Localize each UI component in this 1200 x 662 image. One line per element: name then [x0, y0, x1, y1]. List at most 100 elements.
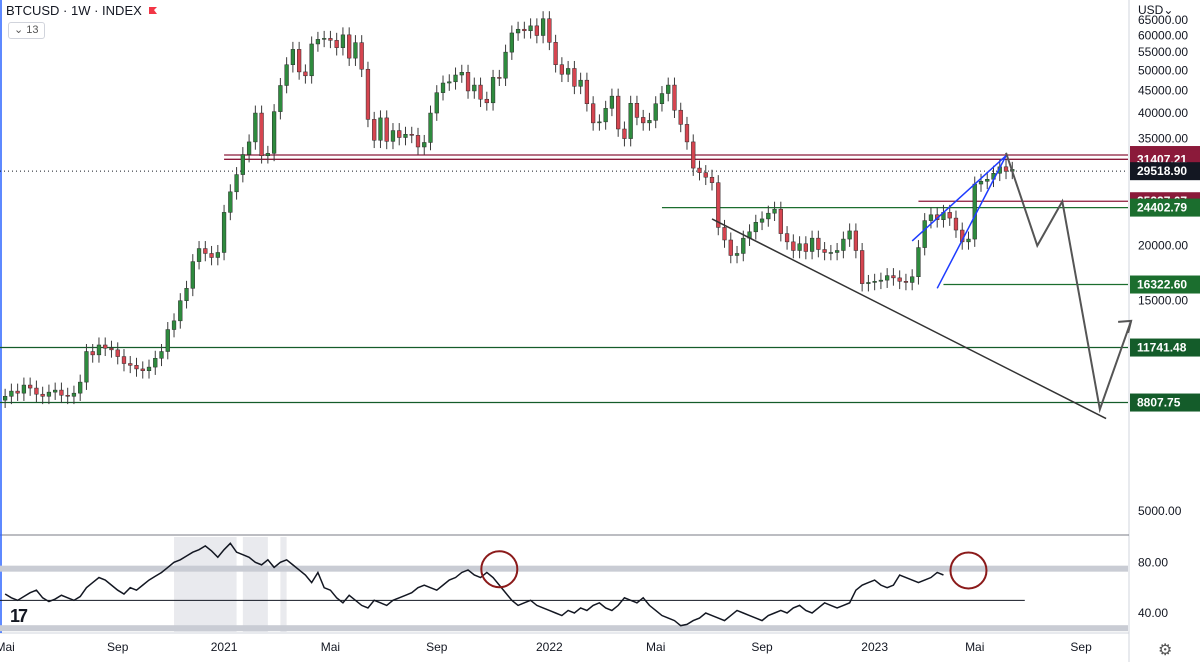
candle-body — [553, 42, 558, 65]
candle-body — [603, 108, 608, 123]
candle-body — [972, 183, 977, 240]
candle-body — [734, 253, 740, 256]
projection-arrowhead — [1118, 319, 1133, 334]
candle-body — [447, 81, 452, 84]
candle-body — [103, 344, 108, 349]
candle-body — [3, 396, 8, 401]
candle-body — [885, 275, 890, 281]
price-badge — [1130, 198, 1200, 217]
candle-body — [591, 103, 596, 124]
candle-body — [40, 393, 45, 397]
candle-body — [759, 218, 765, 223]
candle-body — [109, 347, 114, 351]
y-tick-label: 55000.00 — [1138, 45, 1188, 59]
candle-body — [528, 25, 533, 32]
candle-body — [397, 130, 402, 138]
currency-label: USD — [1138, 3, 1164, 17]
candle-body — [372, 119, 377, 141]
candle-body — [146, 366, 152, 371]
candle-body — [509, 32, 514, 53]
candle-body — [271, 111, 277, 154]
candle-body — [359, 42, 364, 70]
candle-body — [697, 167, 702, 173]
candle-body — [910, 276, 915, 283]
candle-body — [440, 82, 446, 93]
candle-body — [390, 130, 396, 142]
level-badges: 32119.9231407.2129518.9025227.6724402.79… — [1130, 146, 1200, 412]
candle-body — [178, 300, 183, 322]
indicator-toggle[interactable]: ⌄ 13 — [8, 22, 45, 39]
candle-body — [609, 95, 615, 109]
candle-body — [334, 40, 339, 48]
candle-body — [1003, 166, 1009, 172]
x-tick-label: 2022 — [536, 640, 563, 654]
candle-body — [666, 84, 671, 94]
candle-body — [34, 387, 39, 395]
chart-header: BTCUSD · 1W · INDEX — [6, 3, 158, 18]
candle-body — [84, 351, 89, 383]
candle-body — [90, 351, 95, 356]
candle-body — [860, 250, 865, 284]
candle-body — [297, 49, 302, 73]
flag-icon[interactable] — [148, 6, 158, 16]
symbol-title[interactable]: BTCUSD · 1W · INDEX — [6, 3, 142, 18]
candle-body — [628, 103, 633, 139]
x-tick-label: Mai — [321, 640, 340, 654]
y-tick-label: 5000.00 — [1138, 504, 1182, 518]
rising-wedge-lower — [936, 155, 1007, 289]
candle-body — [234, 174, 239, 193]
candle-body — [140, 368, 145, 371]
candle-body — [253, 112, 258, 143]
candle-body — [572, 68, 577, 87]
candle-body — [215, 252, 220, 258]
candle-body — [522, 28, 527, 32]
candle-body — [53, 389, 58, 393]
rsi-highlight-circle — [949, 551, 988, 590]
candle-body — [472, 84, 477, 92]
candle-body — [809, 237, 815, 252]
candle-body — [134, 365, 139, 370]
candle-body — [484, 98, 489, 104]
candle-body — [872, 281, 877, 283]
candle-body — [985, 178, 990, 182]
currency-selector[interactable]: USD⌄ — [1138, 3, 1174, 17]
candle-body — [953, 217, 959, 231]
projection-path — [1005, 152, 1133, 414]
candle-body — [928, 214, 934, 221]
candle-body — [59, 389, 64, 396]
candle-body — [878, 279, 884, 282]
candle-body — [265, 153, 270, 156]
candle-body — [741, 237, 746, 254]
candle-body — [428, 112, 433, 143]
y-tick-label: 45000.00 — [1138, 84, 1188, 98]
candle-body — [641, 117, 646, 124]
candle-body — [503, 51, 508, 79]
candle-body — [791, 241, 796, 251]
candle-body — [684, 124, 690, 143]
candle-body — [184, 288, 189, 301]
candle-body — [21, 384, 27, 394]
price-badge — [1130, 393, 1200, 412]
candle-body — [922, 220, 927, 248]
y-tick-label: 35000.00 — [1138, 132, 1188, 146]
x-tick-label: Sep — [751, 640, 773, 654]
y-axis: 5000.00 15000.00 20000.00 35000.00 40000.00 4… — [1138, 13, 1188, 620]
candles-layer — [3, 11, 1015, 408]
candle-body — [534, 25, 539, 36]
candle-body — [784, 233, 790, 243]
candle-body — [259, 112, 264, 156]
rsi-highlight-circle — [480, 550, 519, 589]
candle-body — [691, 141, 696, 169]
candle-body — [171, 320, 177, 330]
candle-body — [422, 142, 427, 148]
candle-body — [803, 243, 808, 252]
candle-body — [78, 381, 83, 394]
rsi-oversold-band — [0, 625, 1128, 632]
candle-body — [403, 134, 408, 138]
gear-icon[interactable]: ⚙ — [1158, 642, 1173, 659]
x-tick-label: 2023 — [861, 640, 888, 654]
candle-body — [203, 248, 208, 254]
candle-body — [834, 250, 840, 253]
candle-body — [566, 68, 571, 75]
